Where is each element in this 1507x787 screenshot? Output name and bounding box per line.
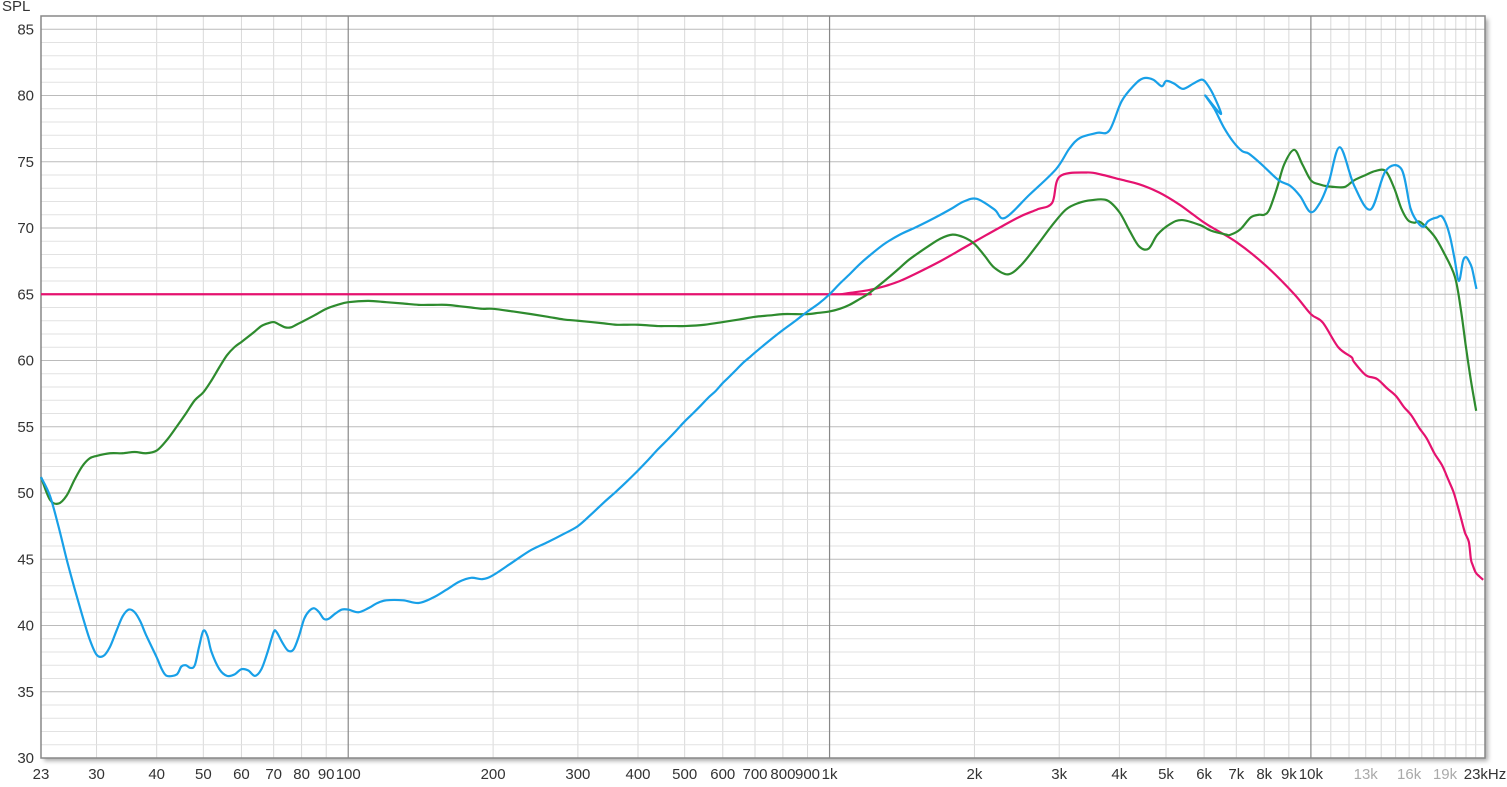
svg-text:7k: 7k xyxy=(1228,766,1244,782)
svg-text:30: 30 xyxy=(88,766,105,782)
svg-text:70: 70 xyxy=(17,220,34,237)
svg-text:700: 700 xyxy=(742,766,767,782)
svg-text:45: 45 xyxy=(17,551,34,568)
svg-text:8k: 8k xyxy=(1256,766,1272,782)
svg-text:200: 200 xyxy=(481,766,506,782)
svg-text:35: 35 xyxy=(17,684,34,701)
svg-text:55: 55 xyxy=(17,419,34,436)
svg-text:40: 40 xyxy=(17,618,34,635)
svg-text:6k: 6k xyxy=(1196,766,1212,782)
svg-text:23: 23 xyxy=(33,766,50,782)
svg-text:90: 90 xyxy=(318,766,335,782)
svg-text:1k: 1k xyxy=(822,766,838,782)
svg-text:23kHz: 23kHz xyxy=(1464,766,1507,782)
svg-text:4k: 4k xyxy=(1111,766,1127,782)
svg-text:50: 50 xyxy=(195,766,212,782)
svg-text:5k: 5k xyxy=(1158,766,1174,782)
svg-text:13k: 13k xyxy=(1354,766,1379,782)
svg-text:600: 600 xyxy=(710,766,735,782)
svg-text:300: 300 xyxy=(565,766,590,782)
svg-text:75: 75 xyxy=(17,154,34,171)
svg-text:100: 100 xyxy=(336,766,361,782)
svg-text:9k: 9k xyxy=(1281,766,1297,782)
svg-text:70: 70 xyxy=(265,766,282,782)
svg-text:85: 85 xyxy=(17,21,34,38)
svg-text:80: 80 xyxy=(17,88,34,105)
svg-text:800: 800 xyxy=(770,766,795,782)
svg-text:500: 500 xyxy=(672,766,697,782)
svg-text:10k: 10k xyxy=(1299,766,1324,782)
svg-text:40: 40 xyxy=(148,766,165,782)
svg-text:80: 80 xyxy=(293,766,310,782)
svg-text:16k: 16k xyxy=(1397,766,1422,782)
svg-text:400: 400 xyxy=(625,766,650,782)
svg-text:30: 30 xyxy=(17,750,34,767)
svg-text:2k: 2k xyxy=(967,766,983,782)
svg-text:50: 50 xyxy=(17,485,34,502)
svg-text:65: 65 xyxy=(17,286,34,303)
svg-text:60: 60 xyxy=(233,766,250,782)
svg-text:3k: 3k xyxy=(1051,766,1067,782)
svg-text:SPL: SPL xyxy=(2,0,30,15)
svg-text:60: 60 xyxy=(17,353,34,370)
svg-text:900: 900 xyxy=(795,766,820,782)
svg-text:19k: 19k xyxy=(1433,766,1458,782)
